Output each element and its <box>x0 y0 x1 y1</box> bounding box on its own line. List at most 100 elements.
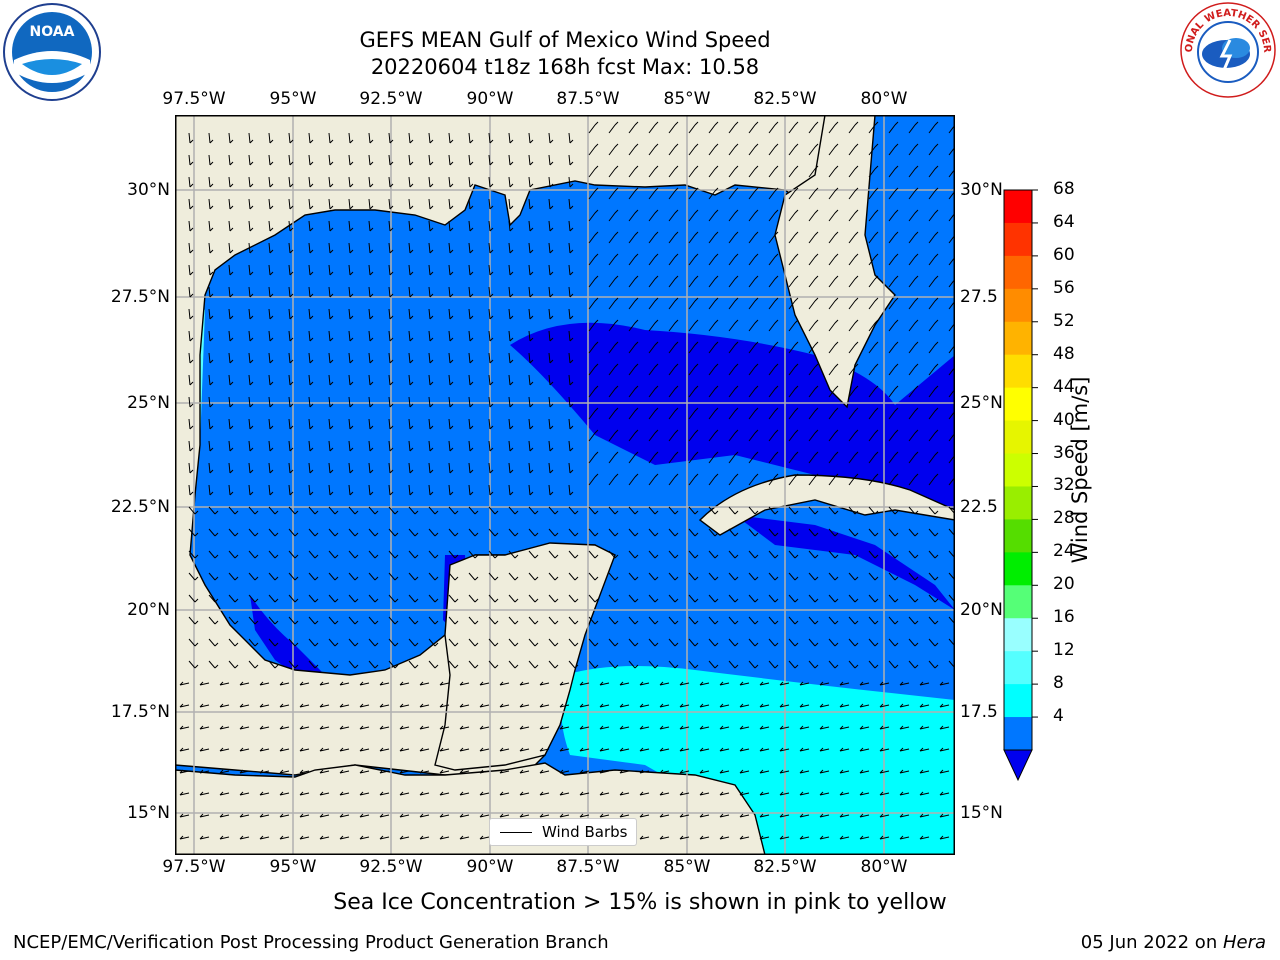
wind-barb <box>508 352 514 364</box>
wind-barb <box>648 385 659 398</box>
wind-barb <box>308 242 314 254</box>
wind-barb <box>268 616 279 625</box>
wind-barb <box>599 813 610 818</box>
wind-barb <box>628 638 639 647</box>
wind-barb <box>368 198 374 210</box>
wind-barb <box>648 363 659 376</box>
wind-barb <box>368 374 374 386</box>
wind-barb <box>528 528 539 537</box>
wind-barb <box>668 550 679 559</box>
wind-barb <box>868 616 879 625</box>
wind-barb <box>219 791 230 796</box>
wind-barb <box>668 616 679 625</box>
wind-barb <box>348 198 354 210</box>
wind-barb <box>859 747 870 752</box>
wind-barb <box>339 725 350 730</box>
wind-barb <box>199 747 210 752</box>
wind-barb <box>728 594 739 603</box>
wind-barb <box>588 616 599 625</box>
wind-barb <box>359 769 370 774</box>
lon-tick-bottom: 85°W <box>663 857 711 877</box>
wind-barb <box>648 528 659 537</box>
wind-barb <box>928 506 939 515</box>
wind-barb <box>568 352 574 364</box>
wind-barb <box>528 308 534 320</box>
land-cuba <box>698 474 955 536</box>
wind-barb <box>528 176 534 188</box>
wind-barb <box>648 231 659 244</box>
wind-barb <box>568 440 574 452</box>
wind-barb <box>259 681 270 686</box>
wind-barb <box>528 286 534 298</box>
wind-barb <box>768 297 779 310</box>
wind-barb <box>428 616 439 625</box>
wind-barb <box>668 660 679 669</box>
wind-barb <box>868 253 879 266</box>
wind-barb <box>468 660 479 669</box>
wind-barb <box>779 791 790 796</box>
wind-barb <box>608 231 619 244</box>
wind-barb <box>708 616 719 625</box>
wind-barb <box>668 121 679 134</box>
wind-barb <box>348 418 354 430</box>
wind-barb <box>768 209 779 222</box>
wind-barb <box>368 308 374 320</box>
wind-barb <box>559 813 570 818</box>
wind-barb <box>399 813 410 818</box>
land-yucatan <box>434 542 616 771</box>
wind-barb <box>799 813 810 818</box>
wind-barb <box>319 791 330 796</box>
wind-barb <box>308 396 314 408</box>
wind-barb <box>279 681 290 686</box>
wind-barb <box>328 286 334 298</box>
wind-barb <box>348 396 354 408</box>
wind-barb <box>228 308 234 320</box>
wind-barb <box>388 396 394 408</box>
wind-barb <box>219 681 230 686</box>
wind-barb <box>628 231 639 244</box>
wind-barb <box>459 747 470 752</box>
wind-barb <box>428 462 434 474</box>
wind-barb <box>288 220 294 232</box>
wind-barb <box>708 385 719 398</box>
wind-barb <box>388 528 399 537</box>
wind-barb <box>599 703 610 708</box>
colorbar-tick-label: 20 <box>1053 574 1075 595</box>
wind-barb <box>328 352 334 364</box>
wind-barb <box>879 681 890 686</box>
colorbar-band <box>1004 387 1032 422</box>
wind-barb <box>299 835 310 840</box>
wind-barb <box>508 308 514 320</box>
colorbar-band <box>1004 519 1032 553</box>
wind-barb <box>288 660 299 669</box>
wind-barb <box>599 725 610 730</box>
wind-barb <box>388 506 399 515</box>
wind-barb <box>588 385 599 398</box>
wind-barb <box>688 528 699 537</box>
wind-barb <box>788 253 799 266</box>
wind-barb <box>408 550 419 559</box>
wind-barb <box>408 330 414 342</box>
wind-barb <box>828 297 839 310</box>
wind-barb <box>699 813 710 818</box>
wind-barb <box>488 308 494 320</box>
wind-barb <box>368 220 374 232</box>
map-legend: Wind Barbs <box>489 818 637 846</box>
wind-barb <box>388 550 399 559</box>
wind-barb <box>668 275 679 288</box>
wind-barb <box>488 396 494 408</box>
land-masses <box>175 115 955 855</box>
wind-barb <box>528 594 539 603</box>
wind-barb <box>728 638 739 647</box>
wind-barb <box>908 451 919 464</box>
lat-tick-left: 27.5°N <box>110 287 170 307</box>
wind-barb <box>648 209 659 222</box>
wind-barb <box>488 154 494 166</box>
wind-barb <box>419 813 430 818</box>
wind-barb <box>628 616 639 625</box>
wind-barb <box>488 440 494 452</box>
wind-barb <box>628 297 639 310</box>
wind-barb <box>619 769 630 774</box>
wind-barb <box>648 473 659 486</box>
wind-barb <box>708 319 719 332</box>
